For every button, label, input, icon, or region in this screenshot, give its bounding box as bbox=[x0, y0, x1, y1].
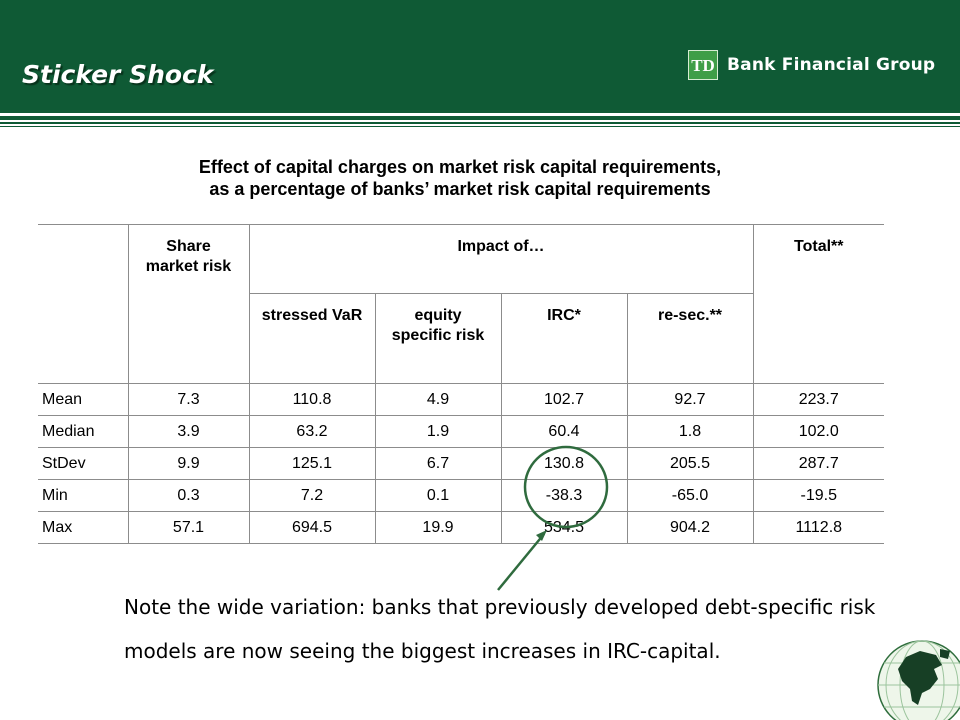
row-label: Mean bbox=[38, 383, 129, 416]
table-row: Min 0.3 7.2 0.1 -38.3 -65.0 -19.5 bbox=[38, 479, 884, 512]
note-text: Note the wide variation: banks that prev… bbox=[124, 595, 876, 663]
header-stripe-2 bbox=[0, 122, 960, 124]
table-header-row-1: Share market risk Impact of… Total** bbox=[38, 224, 884, 384]
cell-irc: 102.7 bbox=[501, 383, 628, 416]
header-re-sec-label: re-sec.** bbox=[657, 307, 723, 324]
cell-share-market-risk: 7.3 bbox=[128, 383, 250, 416]
header-stripe-1 bbox=[0, 116, 960, 120]
header-impact-label: Impact of… bbox=[457, 238, 545, 255]
cell-irc: 130.8 bbox=[501, 447, 628, 480]
cell-total: 102.0 bbox=[753, 415, 884, 448]
cell-stressed-var: 63.2 bbox=[249, 415, 376, 448]
cell-stressed-var: 125.1 bbox=[249, 447, 376, 480]
cell-re-sec: 904.2 bbox=[627, 511, 754, 544]
cell-share-market-risk: 57.1 bbox=[128, 511, 250, 544]
header-stripe-3 bbox=[0, 126, 960, 127]
capital-charges-table: Share market risk Impact of… Total** str… bbox=[38, 224, 884, 544]
row-label: StDev bbox=[38, 447, 129, 480]
cell-equity-specific-risk: 19.9 bbox=[375, 511, 502, 544]
logo-name: Bank Financial Group bbox=[727, 55, 936, 75]
table-title-line-1: Effect of capital charges on market risk… bbox=[198, 157, 722, 177]
header-equity-specific-risk: equity specific risk bbox=[375, 293, 502, 384]
header-share-line-1: Share bbox=[166, 238, 211, 255]
header-share-line-2: market risk bbox=[145, 258, 232, 275]
header-share-market-risk: Share market risk bbox=[128, 224, 250, 384]
cell-share-market-risk: 3.9 bbox=[128, 415, 250, 448]
td-logo: TD Bank Financial Group bbox=[688, 50, 935, 80]
cell-re-sec: -65.0 bbox=[627, 479, 754, 512]
header-equity-line-1: equity bbox=[414, 307, 462, 324]
cell-equity-specific-risk: 0.1 bbox=[375, 479, 502, 512]
cell-irc: 60.4 bbox=[501, 415, 628, 448]
cell-equity-specific-risk: 4.9 bbox=[375, 383, 502, 416]
table-title: Effect of capital charges on market risk… bbox=[120, 156, 800, 200]
cell-total: 287.7 bbox=[753, 447, 884, 480]
td-logo-icon: TD bbox=[688, 50, 718, 80]
cell-irc: -38.3 bbox=[501, 479, 628, 512]
td-monogram: TD bbox=[691, 56, 715, 74]
header-re-sec: re-sec.** bbox=[627, 293, 754, 384]
row-label: Min bbox=[38, 479, 129, 512]
slide-title: Sticker Shock bbox=[22, 60, 214, 89]
header-stressed-var-label: stressed VaR bbox=[261, 307, 363, 324]
cell-stressed-var: 110.8 bbox=[249, 383, 376, 416]
td-mark-text: TD bbox=[691, 56, 715, 74]
row-label-header bbox=[38, 224, 129, 384]
cell-irc: 534.5 bbox=[501, 511, 628, 544]
cell-re-sec: 92.7 bbox=[627, 383, 754, 416]
cell-equity-specific-risk: 1.9 bbox=[375, 415, 502, 448]
header-equity-line-2: specific risk bbox=[391, 327, 485, 344]
globe-icon bbox=[877, 640, 960, 720]
header-bar: Sticker Shock TD Bank Financial Group bbox=[0, 0, 960, 113]
header-stressed-var: stressed VaR bbox=[249, 293, 376, 384]
table-header-row-2: stressed VaR equity specific risk IRC* r… bbox=[38, 293, 884, 384]
header-total: Total** bbox=[753, 224, 884, 384]
cell-re-sec: 1.8 bbox=[627, 415, 754, 448]
header-irc-label: IRC* bbox=[547, 307, 581, 324]
cell-share-market-risk: 9.9 bbox=[128, 447, 250, 480]
cell-stressed-var: 694.5 bbox=[249, 511, 376, 544]
row-label: Median bbox=[38, 415, 129, 448]
cell-re-sec: 205.5 bbox=[627, 447, 754, 480]
header-total-label: Total** bbox=[794, 238, 844, 255]
table-title-line-2: as a percentage of banks’ market risk ca… bbox=[209, 179, 711, 199]
cell-equity-specific-risk: 6.7 bbox=[375, 447, 502, 480]
table-row: Median 3.9 63.2 1.9 60.4 1.8 102.0 bbox=[38, 415, 884, 448]
header-irc: IRC* bbox=[501, 293, 628, 384]
cell-total: 223.7 bbox=[753, 383, 884, 416]
table-row: Max 57.1 694.5 19.9 534.5 904.2 1112.8 bbox=[38, 511, 884, 544]
cell-total: 1112.8 bbox=[753, 511, 884, 544]
cell-stressed-var: 7.2 bbox=[249, 479, 376, 512]
header-impact-of: Impact of… bbox=[249, 224, 754, 294]
table-row: Mean 7.3 110.8 4.9 102.7 92.7 223.7 bbox=[38, 383, 884, 416]
table-row: StDev 9.9 125.1 6.7 130.8 205.5 287.7 bbox=[38, 447, 884, 480]
cell-share-market-risk: 0.3 bbox=[128, 479, 250, 512]
cell-total: -19.5 bbox=[753, 479, 884, 512]
row-label: Max bbox=[38, 511, 129, 544]
